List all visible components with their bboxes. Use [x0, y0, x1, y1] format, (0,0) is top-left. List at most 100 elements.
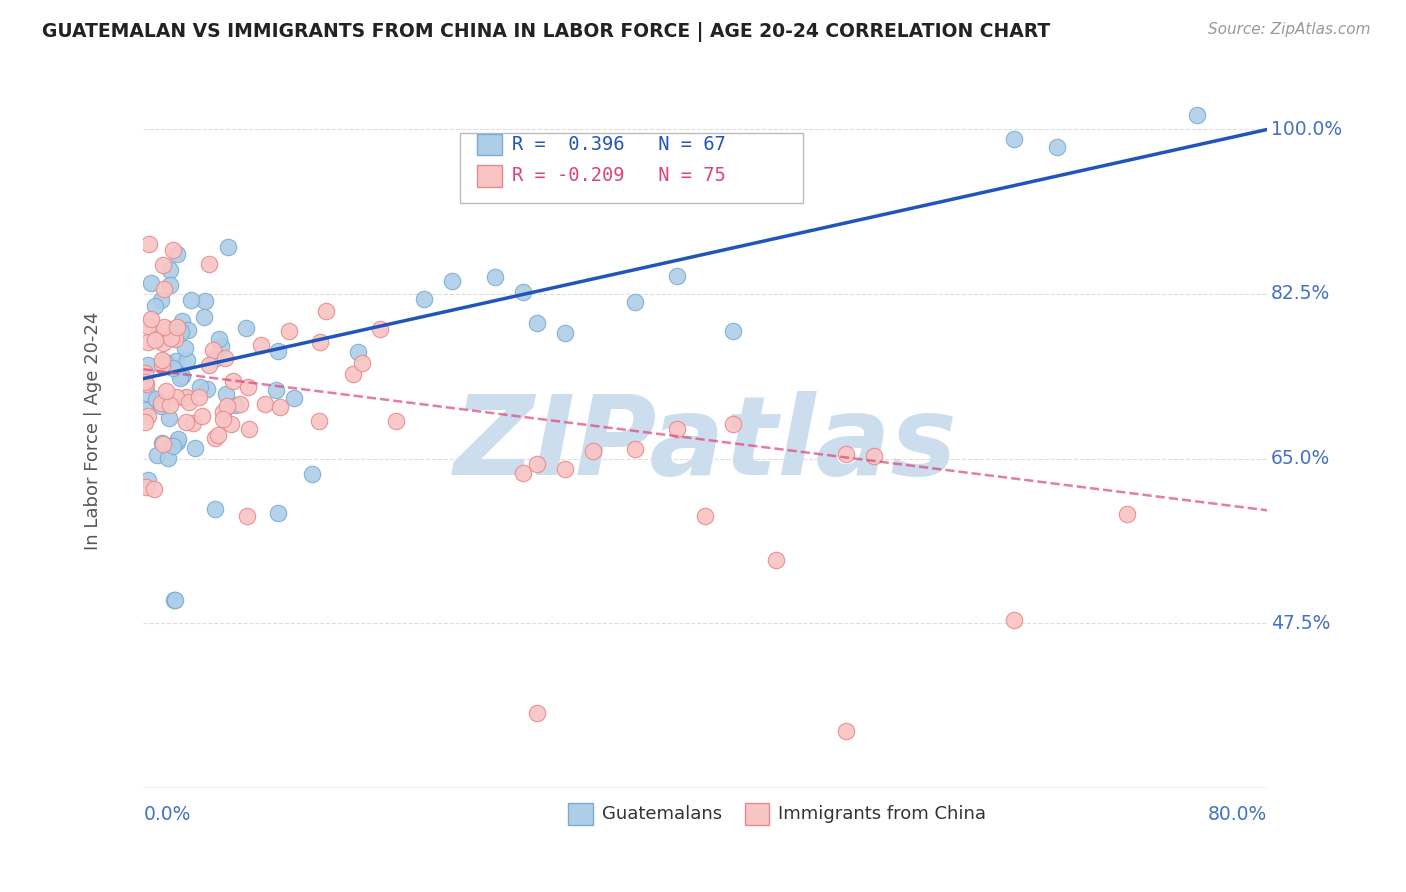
Point [135, 376, 157, 391]
Point [235, 321, 257, 335]
Point [165, 354, 187, 368]
Point [143, 333, 166, 347]
Bar [568, 804, 593, 825]
Point [172, 313, 194, 327]
Point [176, 353, 198, 368]
Point [162, 243, 184, 257]
Point [1115, 507, 1137, 521]
Text: In Labor Force | Age 20-24: In Labor Force | Age 20-24 [84, 311, 101, 549]
Point [1004, 614, 1026, 628]
Point [484, 270, 506, 285]
Point [217, 240, 239, 254]
Point [342, 367, 364, 381]
Point [204, 502, 226, 516]
Point [554, 462, 576, 476]
Point [152, 336, 174, 351]
Point [146, 326, 169, 341]
Point [172, 369, 194, 384]
Point [554, 326, 576, 340]
Point [180, 293, 202, 307]
Point [526, 316, 548, 330]
Bar [745, 804, 769, 825]
Point [1185, 108, 1208, 122]
Point [214, 387, 236, 401]
Point [512, 285, 534, 300]
Point [835, 724, 858, 739]
Point [267, 507, 290, 521]
Point [165, 390, 187, 404]
Text: Source: ZipAtlas.com: Source: ZipAtlas.com [1208, 22, 1371, 37]
Point [184, 441, 207, 455]
Point [385, 414, 408, 428]
Text: GUATEMALAN VS IMMIGRANTS FROM CHINA IN LABOR FORCE | AGE 20-24 CORRELATION CHART: GUATEMALAN VS IMMIGRANTS FROM CHINA IN L… [42, 22, 1050, 42]
Point [159, 398, 181, 412]
Point [174, 391, 197, 405]
Point [145, 392, 167, 406]
Point [176, 415, 198, 429]
Text: ZIPatlas: ZIPatlas [454, 392, 957, 498]
Point [723, 417, 745, 431]
Point [212, 412, 235, 426]
Point [134, 366, 156, 380]
Point [229, 397, 252, 411]
Text: 65.0%: 65.0% [1271, 449, 1330, 468]
Point [141, 276, 163, 290]
Point [266, 383, 288, 397]
Point [238, 380, 260, 394]
Point [835, 447, 858, 461]
Point [204, 431, 226, 445]
Point [209, 339, 232, 353]
Text: Immigrants from China: Immigrants from China [779, 805, 987, 823]
Point [163, 332, 186, 346]
Point [267, 344, 290, 359]
Point [1004, 132, 1026, 146]
Point [269, 400, 291, 414]
Point [188, 380, 211, 394]
Text: 47.5%: 47.5% [1271, 614, 1330, 632]
Point [624, 295, 647, 310]
Point [215, 399, 238, 413]
Point [160, 331, 183, 345]
Point [195, 382, 218, 396]
FancyBboxPatch shape [460, 133, 803, 203]
Point [723, 324, 745, 338]
Point [136, 386, 159, 401]
Point [156, 451, 179, 466]
Point [167, 326, 190, 341]
Point [174, 390, 197, 404]
Point [194, 294, 217, 309]
Point [163, 592, 186, 607]
Point [166, 434, 188, 449]
Point [193, 310, 215, 324]
Point [191, 409, 214, 424]
Point [526, 706, 548, 720]
Point [136, 358, 159, 372]
Point [149, 395, 172, 409]
Point [155, 384, 177, 399]
Point [152, 353, 174, 368]
Point [152, 258, 174, 272]
Point [142, 483, 165, 497]
Point [188, 390, 211, 404]
Point [197, 358, 219, 372]
Point [1046, 140, 1069, 154]
Point [167, 432, 190, 446]
Point [254, 397, 277, 411]
Point [162, 439, 184, 453]
Point [666, 421, 689, 435]
Point [346, 345, 368, 359]
Text: 82.5%: 82.5% [1271, 285, 1330, 303]
Text: 100.0%: 100.0% [1271, 120, 1341, 139]
Point [308, 414, 330, 428]
Point [308, 334, 330, 349]
Text: R =  0.396   N = 67: R = 0.396 N = 67 [512, 135, 725, 154]
Point [238, 422, 260, 436]
Text: 80.0%: 80.0% [1208, 805, 1267, 823]
Point [413, 293, 436, 307]
Point [136, 334, 159, 349]
Point [136, 318, 159, 333]
Text: 0.0%: 0.0% [143, 805, 191, 823]
Point [157, 322, 180, 336]
Point [153, 354, 176, 368]
Point [143, 299, 166, 313]
